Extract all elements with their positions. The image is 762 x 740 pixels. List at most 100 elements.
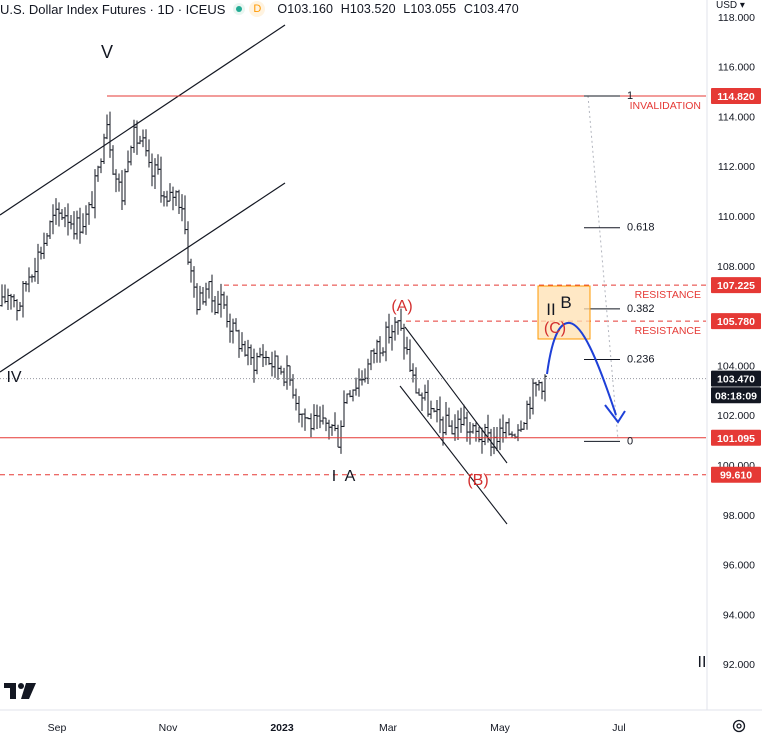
y-tick-label: 104.000 bbox=[717, 360, 755, 372]
svg-text:107.225: 107.225 bbox=[717, 280, 755, 292]
candle bbox=[225, 295, 229, 328]
candle bbox=[78, 207, 82, 244]
candle bbox=[144, 129, 148, 157]
candle bbox=[48, 220, 52, 239]
candle bbox=[318, 406, 322, 429]
high-value: H103.520 bbox=[340, 2, 396, 16]
candle bbox=[447, 407, 451, 428]
target-zone-box[interactable] bbox=[537, 285, 591, 340]
svg-text:105.780: 105.780 bbox=[717, 316, 755, 328]
candle bbox=[147, 139, 151, 168]
price-axis-badge: 08:18:09 bbox=[711, 387, 761, 404]
candle bbox=[354, 377, 358, 396]
candle bbox=[51, 204, 55, 235]
svg-text:08:18:09: 08:18:09 bbox=[715, 390, 757, 402]
candle bbox=[228, 313, 232, 343]
y-tick-label: 112.000 bbox=[718, 161, 755, 173]
candle bbox=[411, 363, 415, 383]
wave-label: IV bbox=[6, 369, 21, 386]
channel-lower-line[interactable] bbox=[0, 182, 286, 373]
candle bbox=[360, 370, 364, 386]
candle bbox=[234, 318, 238, 332]
candle bbox=[357, 368, 361, 397]
candle bbox=[303, 408, 307, 431]
chart-header: U.S. Dollar Index Futures · 1D · ICEUS D… bbox=[0, 0, 523, 18]
candle bbox=[108, 111, 112, 158]
settings-gear-icon[interactable] bbox=[731, 718, 747, 734]
candle bbox=[99, 158, 103, 174]
wave-label: I bbox=[332, 468, 336, 485]
ohlc-values: O103.160 H103.520 L103.055 C103.470 bbox=[277, 2, 522, 16]
y-tick-label: 118.000 bbox=[718, 12, 755, 24]
currency-selector[interactable]: USD ▾ bbox=[716, 0, 745, 11]
projection-curve[interactable] bbox=[546, 321, 617, 416]
market-status-icon bbox=[233, 3, 246, 15]
fib-trend-line[interactable] bbox=[587, 95, 619, 441]
candle bbox=[153, 158, 157, 189]
candle bbox=[129, 145, 133, 166]
candle bbox=[105, 114, 109, 140]
down-channel-upper-line[interactable] bbox=[404, 326, 508, 464]
candle bbox=[9, 293, 13, 310]
candle bbox=[273, 350, 277, 378]
candle bbox=[177, 189, 181, 214]
candle bbox=[504, 421, 508, 439]
y-tick-label: 102.000 bbox=[717, 410, 755, 422]
candle bbox=[111, 145, 115, 175]
x-tick-label: Sep bbox=[48, 722, 67, 734]
candle bbox=[123, 168, 127, 206]
candle bbox=[408, 339, 412, 373]
candle bbox=[72, 211, 76, 240]
candle bbox=[396, 320, 400, 335]
projection-arrowhead-icon bbox=[604, 404, 626, 424]
wave-label: A bbox=[345, 468, 356, 485]
candle bbox=[285, 355, 289, 390]
channel-upper-line[interactable] bbox=[0, 24, 286, 216]
price-axis-badge: 103.470 bbox=[711, 370, 761, 387]
svg-text:103.470: 103.470 bbox=[717, 374, 755, 386]
candle bbox=[210, 274, 214, 313]
candle bbox=[294, 388, 298, 411]
candle bbox=[327, 419, 331, 440]
candle bbox=[63, 207, 67, 228]
wave-label: II bbox=[546, 300, 555, 319]
candle bbox=[264, 350, 268, 366]
candle bbox=[270, 351, 274, 377]
symbol-title[interactable]: U.S. Dollar Index Futures · 1D · ICEUS bbox=[0, 1, 226, 17]
svg-text:114.820: 114.820 bbox=[717, 91, 755, 103]
close-value: C103.470 bbox=[463, 2, 519, 16]
candle bbox=[336, 424, 340, 448]
candle bbox=[255, 352, 259, 375]
candle bbox=[426, 380, 430, 417]
candle bbox=[312, 404, 316, 431]
candle bbox=[258, 347, 262, 358]
candle bbox=[342, 390, 346, 427]
down-channel-lower-line[interactable] bbox=[399, 385, 508, 525]
candle bbox=[30, 274, 34, 283]
candle bbox=[297, 396, 301, 423]
candle bbox=[456, 410, 460, 440]
y-tick-label: 98.000 bbox=[723, 510, 755, 522]
y-tick-label: 108.000 bbox=[717, 261, 755, 273]
open-value: O103.160 bbox=[277, 2, 334, 16]
candle bbox=[252, 348, 256, 383]
candle bbox=[156, 154, 160, 175]
candle bbox=[84, 205, 88, 235]
candle bbox=[375, 339, 379, 363]
candle bbox=[66, 203, 70, 236]
candle bbox=[192, 266, 196, 298]
tradingview-logo-icon[interactable] bbox=[4, 683, 38, 699]
candle bbox=[525, 400, 529, 430]
candle bbox=[162, 191, 166, 207]
candle bbox=[378, 336, 382, 363]
candle bbox=[435, 400, 439, 423]
candle bbox=[420, 392, 424, 412]
candle bbox=[321, 404, 325, 425]
candle bbox=[57, 202, 61, 227]
candle bbox=[393, 316, 397, 341]
candle bbox=[369, 350, 373, 371]
candle bbox=[276, 355, 280, 380]
candle bbox=[516, 424, 520, 442]
candle bbox=[222, 291, 226, 309]
